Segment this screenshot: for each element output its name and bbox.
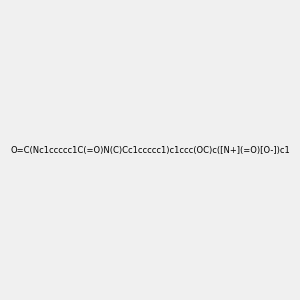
Text: O=C(Nc1ccccc1C(=O)N(C)Cc1ccccc1)c1ccc(OC)c([N+](=O)[O-])c1: O=C(Nc1ccccc1C(=O)N(C)Cc1ccccc1)c1ccc(OC… bbox=[10, 146, 290, 154]
